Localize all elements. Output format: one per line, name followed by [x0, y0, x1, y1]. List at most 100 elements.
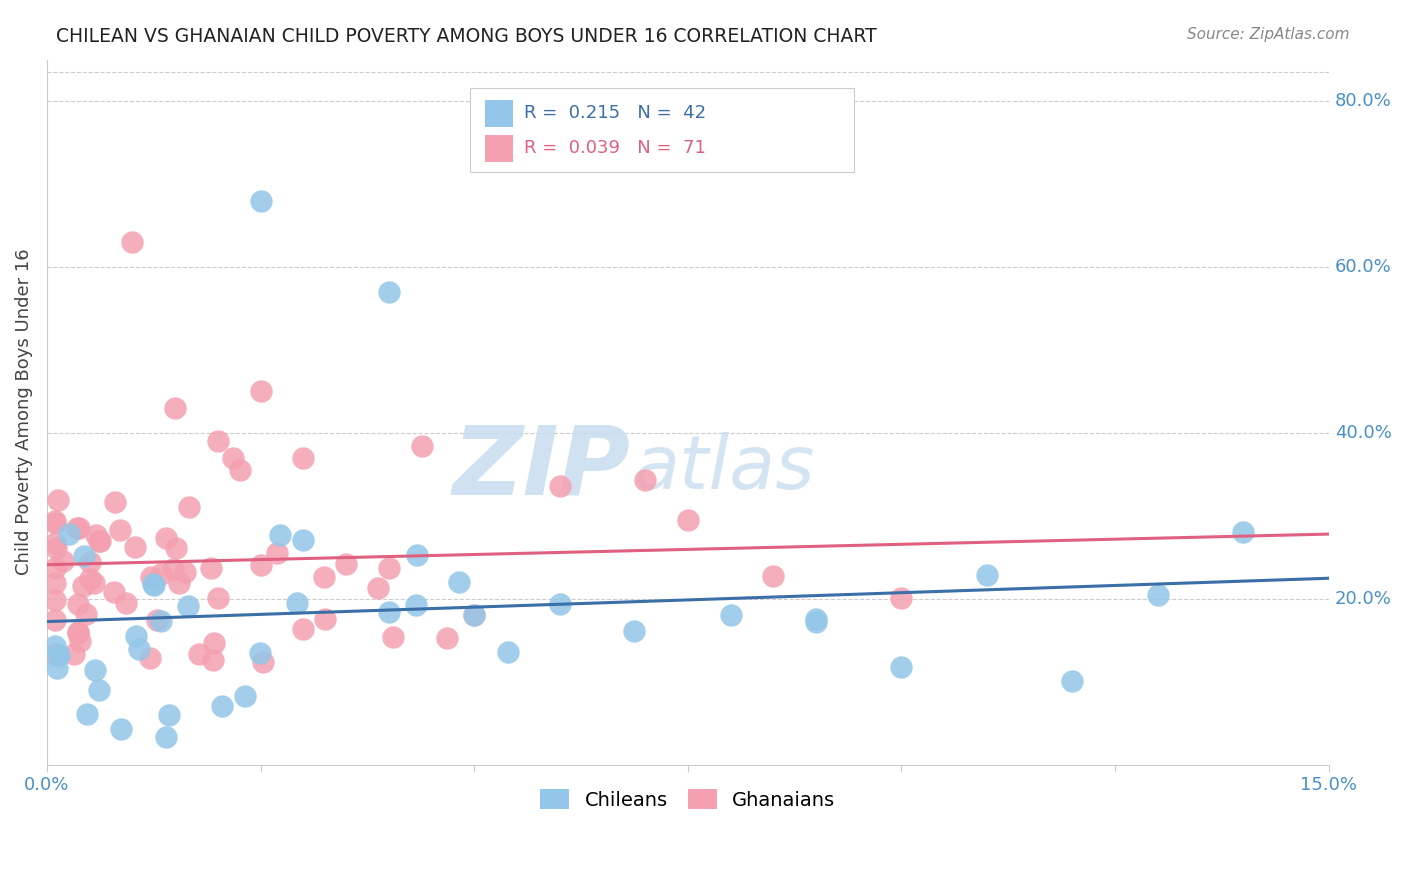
Point — [269, 528, 291, 542]
Point — [73, 549, 96, 563]
Point — [266, 546, 288, 560]
Point — [115, 595, 138, 609]
Text: 20.0%: 20.0% — [1336, 590, 1392, 607]
Point — [48, 648, 70, 662]
Point — [75, 607, 97, 621]
Point — [411, 439, 433, 453]
Point — [63, 647, 86, 661]
Point — [84, 528, 107, 542]
Point — [377, 285, 399, 299]
Text: CHILEAN VS GHANAIAN CHILD POVERTY AMONG BOYS UNDER 16 CORRELATION CHART: CHILEAN VS GHANAIAN CHILD POVERTY AMONG … — [56, 27, 877, 45]
Point — [229, 463, 252, 477]
Point — [46, 660, 69, 674]
Point — [804, 615, 827, 629]
Point — [142, 577, 165, 591]
Point — [249, 558, 271, 572]
Point — [67, 597, 90, 611]
Point — [207, 591, 229, 606]
Point — [44, 516, 66, 530]
Point — [44, 560, 66, 574]
Text: 80.0%: 80.0% — [1336, 92, 1392, 110]
Point — [634, 473, 657, 487]
Point — [142, 578, 165, 592]
Point — [167, 576, 190, 591]
Text: R =  0.215   N =  42: R = 0.215 N = 42 — [523, 104, 706, 122]
Point — [48, 649, 70, 664]
Point — [66, 521, 89, 535]
Point — [89, 533, 111, 548]
Point — [44, 592, 66, 607]
Point — [200, 561, 222, 575]
Point — [177, 599, 200, 613]
Legend: Chileans, Ghanaians: Chileans, Ghanaians — [524, 773, 851, 825]
Point — [45, 541, 67, 555]
Point — [155, 730, 177, 744]
Point — [335, 558, 357, 572]
Point — [89, 683, 111, 698]
Point — [1146, 588, 1168, 602]
Point — [377, 606, 399, 620]
Point — [496, 645, 519, 659]
Point — [381, 630, 404, 644]
Point — [110, 722, 132, 736]
Point — [249, 646, 271, 660]
Text: Source: ZipAtlas.com: Source: ZipAtlas.com — [1187, 27, 1350, 42]
Point — [623, 624, 645, 639]
Point — [124, 629, 146, 643]
Point — [890, 591, 912, 605]
Point — [165, 401, 187, 415]
Point — [405, 598, 427, 612]
Point — [804, 612, 827, 626]
Point — [292, 533, 315, 547]
Point — [69, 634, 91, 648]
Point — [1232, 525, 1254, 540]
Point — [83, 576, 105, 591]
Point — [976, 567, 998, 582]
Point — [149, 614, 172, 628]
Point — [162, 562, 184, 576]
Point — [1062, 674, 1084, 689]
Point — [79, 555, 101, 569]
Point — [108, 523, 131, 537]
Point — [292, 450, 315, 465]
Point — [222, 451, 245, 466]
Point — [67, 626, 90, 640]
Point — [121, 235, 143, 249]
Point — [66, 625, 89, 640]
Point — [84, 663, 107, 677]
Point — [405, 549, 427, 563]
Bar — [485, 100, 513, 127]
Point — [314, 612, 336, 626]
Point — [146, 613, 169, 627]
Point — [44, 536, 66, 550]
Point — [139, 650, 162, 665]
Point — [211, 698, 233, 713]
Point — [128, 641, 150, 656]
Point — [44, 613, 66, 627]
Point — [249, 194, 271, 208]
Point — [79, 572, 101, 586]
Point — [174, 565, 197, 579]
Point — [188, 648, 211, 662]
Y-axis label: Child Poverty Among Boys Under 16: Child Poverty Among Boys Under 16 — [15, 249, 32, 575]
Point — [124, 541, 146, 555]
Text: atlas: atlas — [634, 433, 815, 505]
Text: R =  0.039   N =  71: R = 0.039 N = 71 — [523, 139, 706, 157]
Point — [285, 596, 308, 610]
Point — [58, 527, 80, 541]
Point — [76, 706, 98, 721]
Text: ZIP: ZIP — [453, 422, 630, 515]
Bar — [485, 135, 513, 161]
Point — [249, 384, 271, 399]
Point — [463, 607, 485, 622]
Point — [367, 581, 389, 595]
Point — [165, 541, 187, 556]
Point — [207, 434, 229, 448]
Point — [890, 660, 912, 674]
Point — [233, 689, 256, 703]
Point — [44, 639, 66, 653]
Point — [548, 479, 571, 493]
Point — [104, 495, 127, 509]
Bar — [470, 87, 855, 172]
Point — [155, 531, 177, 545]
